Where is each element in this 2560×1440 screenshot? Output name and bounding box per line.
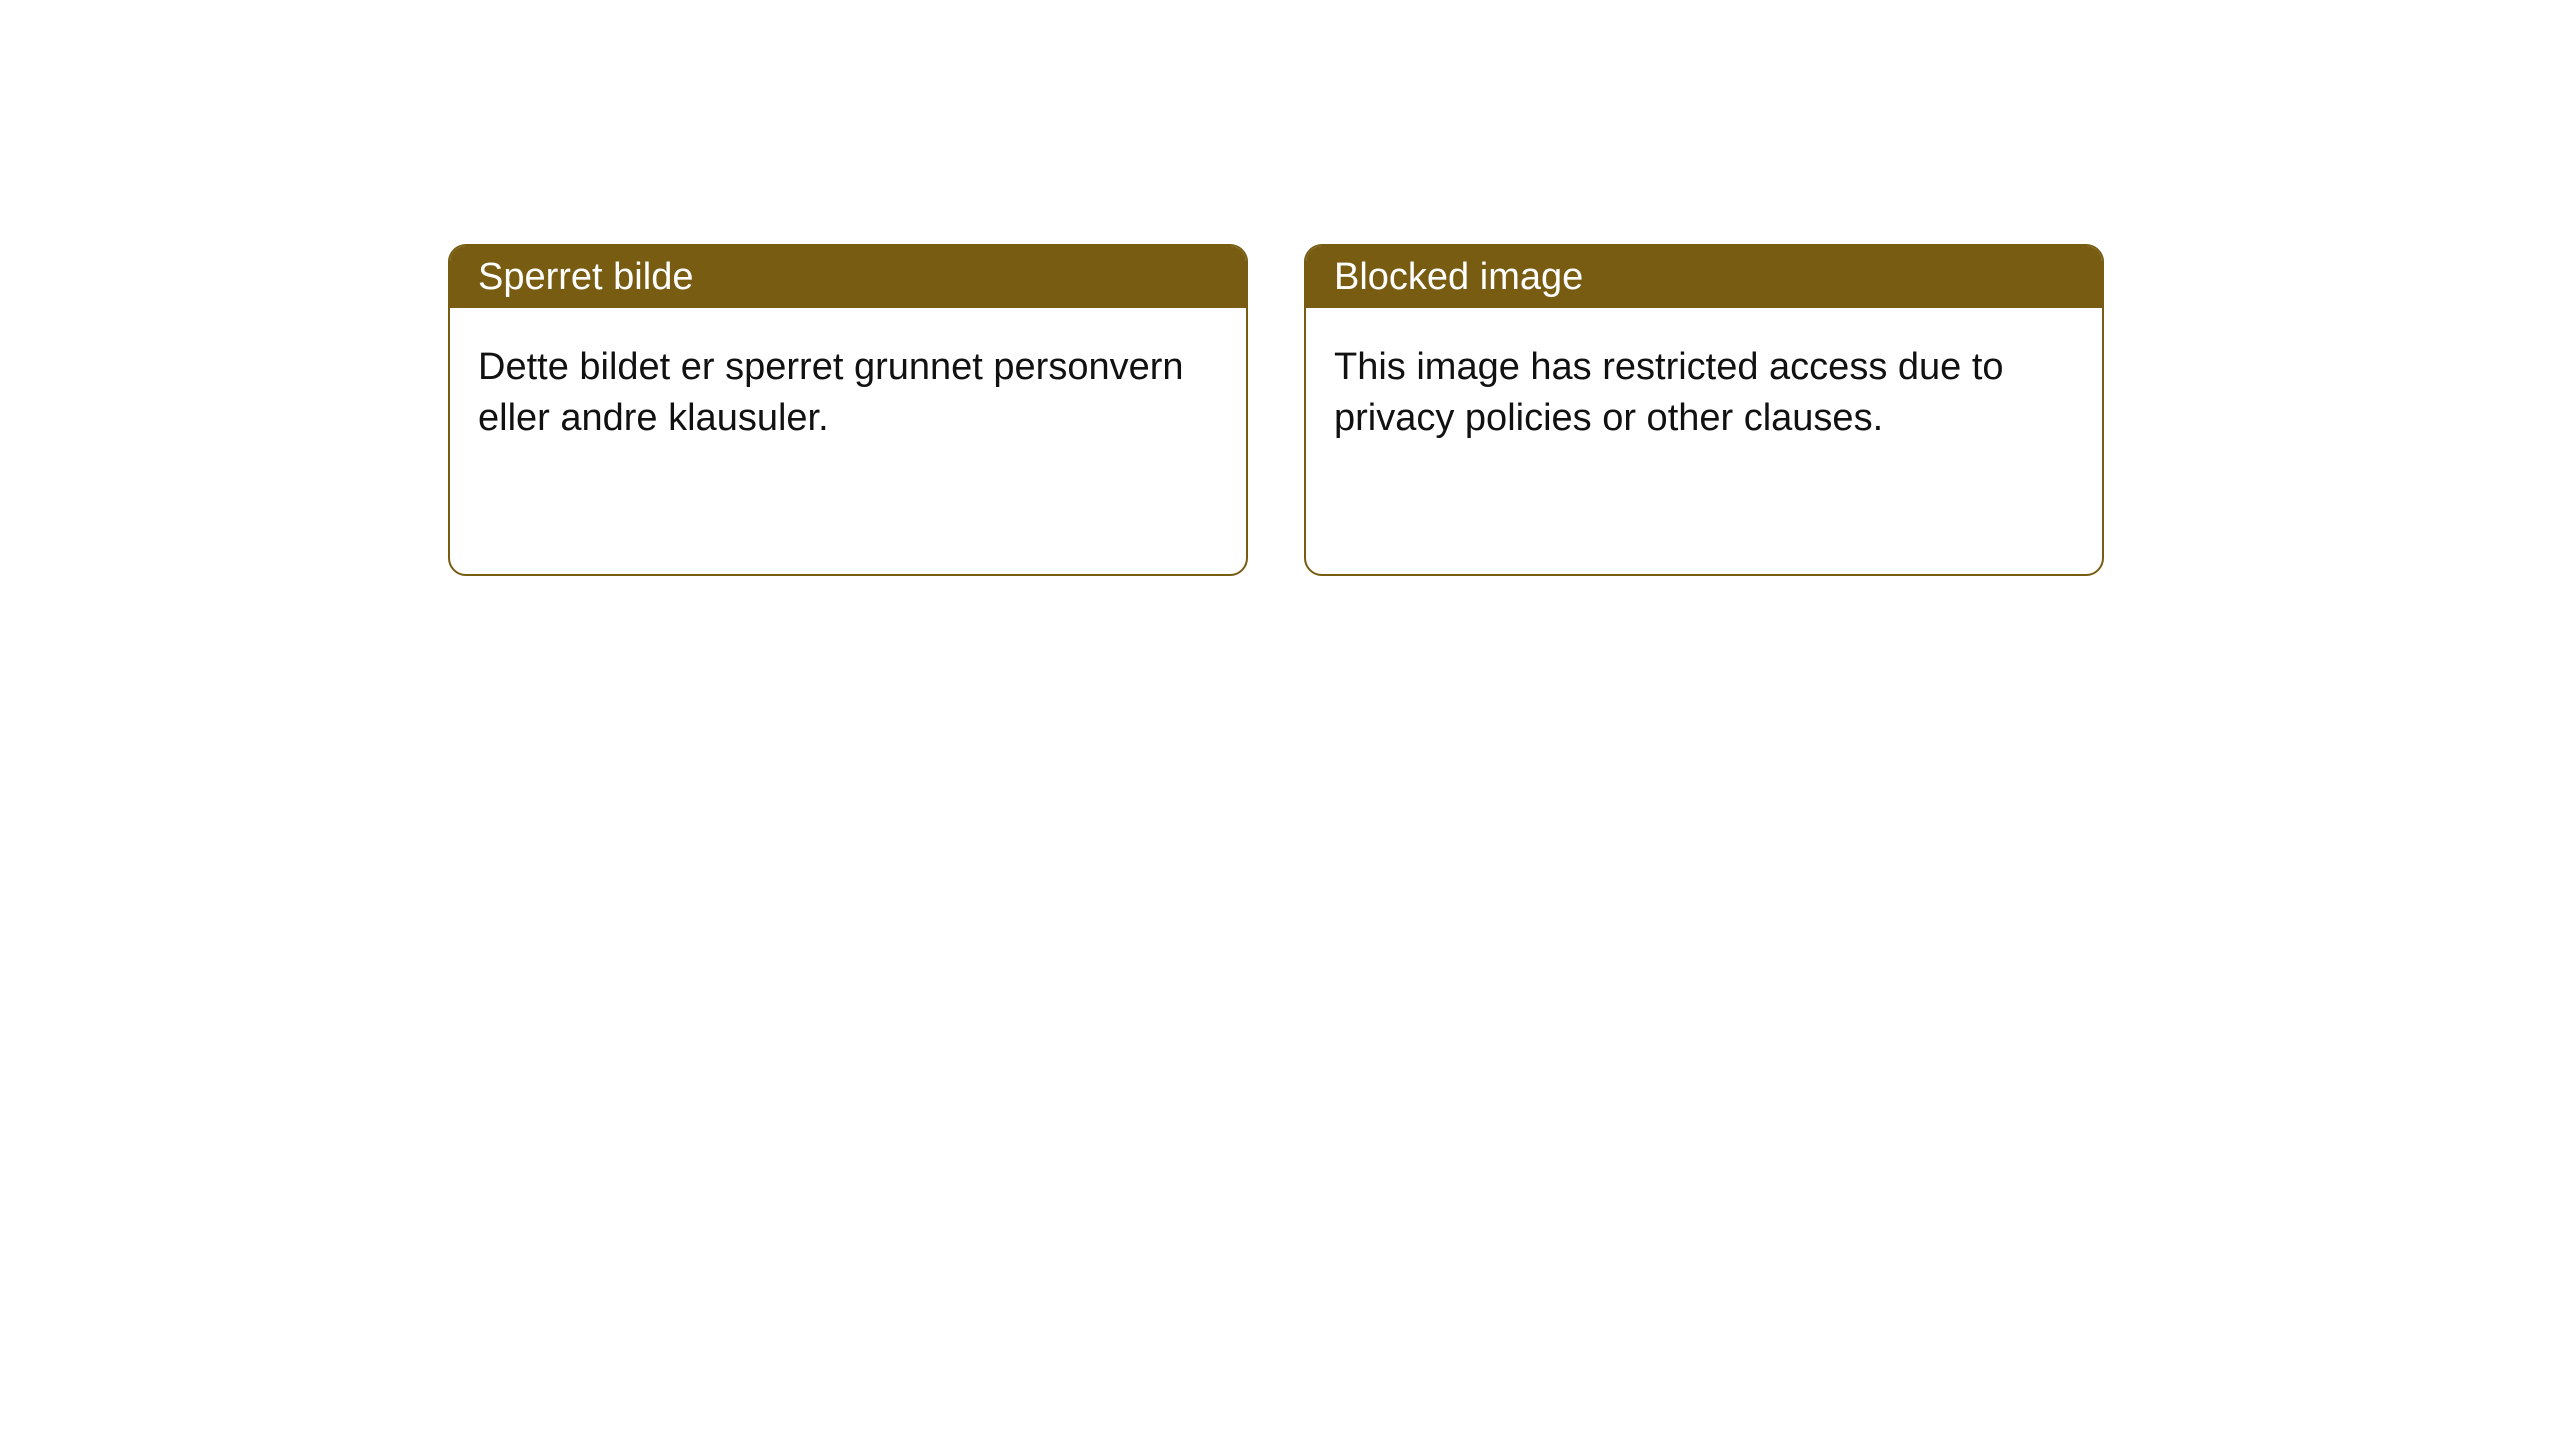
notice-body-en: This image has restricted access due to …	[1306, 308, 2102, 574]
notice-body-text-no: Dette bildet er sperret grunnet personve…	[478, 346, 1184, 439]
notice-title-en: Blocked image	[1334, 258, 1583, 296]
notice-body-text-en: This image has restricted access due to …	[1334, 346, 2004, 439]
notice-card-no: Sperret bilde Dette bildet er sperret gr…	[448, 244, 1248, 576]
notice-title-no: Sperret bilde	[478, 258, 693, 296]
notice-card-en: Blocked image This image has restricted …	[1304, 244, 2104, 576]
notice-container: Sperret bilde Dette bildet er sperret gr…	[0, 0, 2560, 576]
notice-body-no: Dette bildet er sperret grunnet personve…	[450, 308, 1246, 574]
notice-header-no: Sperret bilde	[450, 246, 1246, 308]
notice-header-en: Blocked image	[1306, 246, 2102, 308]
